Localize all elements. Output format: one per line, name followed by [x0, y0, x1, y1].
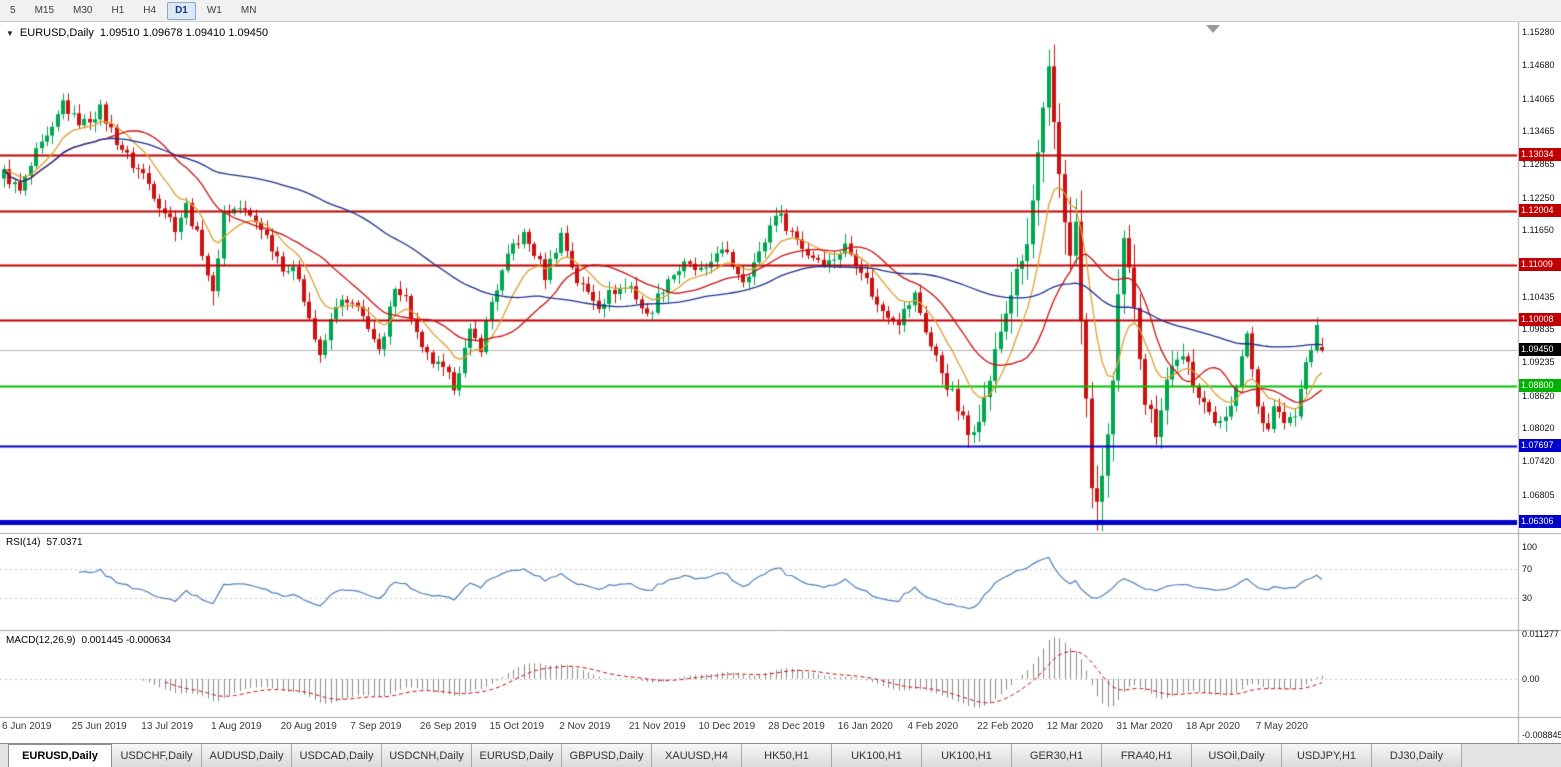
symbol-tab-gbpusd-daily[interactable]: GBPUSD,Daily: [562, 744, 652, 767]
symbol-tab-xauusd-h4[interactable]: XAUUSD,H4: [652, 744, 742, 767]
symbol-tab-usdjpy-h1[interactable]: USDJPY,H1: [1282, 744, 1372, 767]
symbol-tab-eurusd-daily[interactable]: EURUSD,Daily: [8, 744, 112, 767]
price-chart-canvas[interactable]: [0, 22, 1561, 743]
timeframe-button-5[interactable]: 5: [10, 4, 16, 16]
chart-area: ▼ EURUSD,Daily 1.09510 1.09678 1.09410 1…: [0, 22, 1561, 743]
timeframe-button-m15[interactable]: M15: [34, 4, 55, 16]
timeframe-button-d1[interactable]: D1: [167, 1, 196, 20]
symbol-tab-usdcad-daily[interactable]: USDCAD,Daily: [292, 744, 382, 767]
timeframe-toolbar: 5 M15 M30 H1 H4 D1 W1 MN: [0, 0, 1561, 22]
symbol-tab-uk100-h1[interactable]: UK100,H1: [832, 744, 922, 767]
symbol-tab-hk50-h1[interactable]: HK50,H1: [742, 744, 832, 767]
symbol-tab-uk100-h1[interactable]: UK100,H1: [922, 744, 1012, 767]
symbol-tab-ger30-h1[interactable]: GER30,H1: [1012, 744, 1102, 767]
symbol-tab-usdchf-daily[interactable]: USDCHF,Daily: [112, 744, 202, 767]
symbol-tab-usoil-daily[interactable]: USOil,Daily: [1192, 744, 1282, 767]
timeframe-button-h4[interactable]: H4: [143, 4, 157, 16]
symbol-tab-fra40-h1[interactable]: FRA40,H1: [1102, 744, 1192, 767]
timeframe-button-h1[interactable]: H1: [111, 4, 125, 16]
timeframe-button-mn[interactable]: MN: [240, 4, 257, 16]
chart-menu-icon[interactable]: ▼: [6, 28, 14, 38]
timeframe-button-m30[interactable]: M30: [73, 4, 93, 16]
timeframe-button-w1[interactable]: W1: [206, 4, 222, 16]
symbol-tab-eurusd-daily[interactable]: EURUSD,Daily: [472, 744, 562, 767]
symbol-tab-usdcnh-daily[interactable]: USDCNH,Daily: [382, 744, 472, 767]
symbol-tab-dj30-daily[interactable]: DJ30,Daily: [1372, 744, 1462, 767]
symbol-tab-bar: EURUSD,Daily USDCHF,Daily AUDUSD,Daily USDC…: [0, 743, 1561, 767]
chart-shift-marker-icon[interactable]: [1206, 25, 1220, 33]
symbol-tab-audusd-daily[interactable]: AUDUSD,Daily: [202, 744, 292, 767]
